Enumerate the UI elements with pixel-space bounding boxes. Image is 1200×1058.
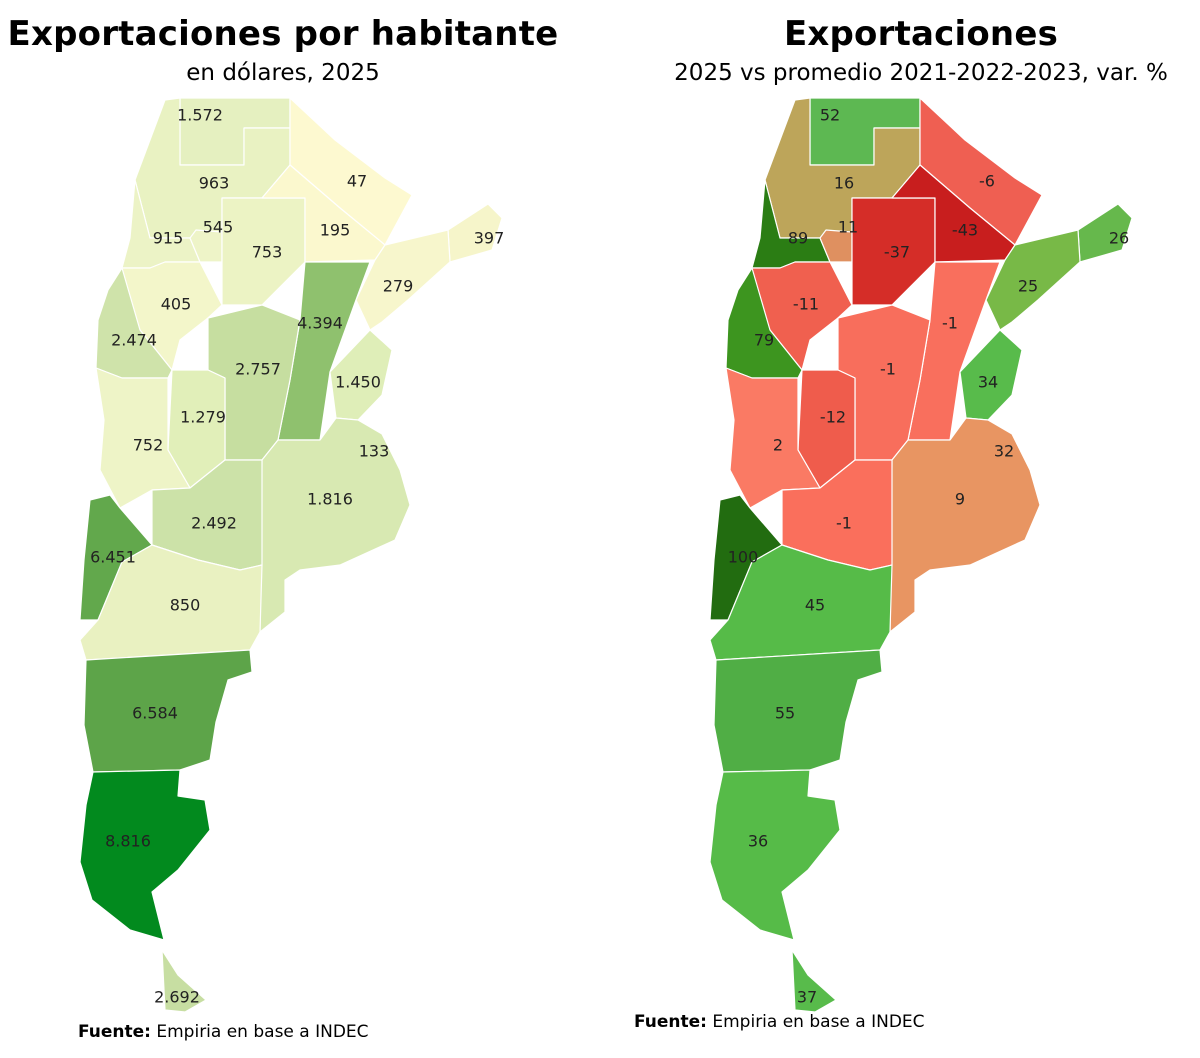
right-province-rio-negro <box>709 544 893 661</box>
left-value-label-santa-fe: 4.394 <box>297 314 343 333</box>
left-value-label-neuquen: 6.451 <box>90 548 136 567</box>
left-value-label-mendoza: 752 <box>133 436 164 455</box>
left-value-label-chubut: 6.584 <box>132 704 178 723</box>
right-value-label-cordoba: -1 <box>880 360 896 379</box>
right-source-text: Empiria en base a INDEC <box>712 1012 925 1032</box>
left-value-label-la-pampa: 2.492 <box>191 514 237 533</box>
right-value-label-san-juan: 79 <box>754 331 774 350</box>
left-value-label-tucuman: 545 <box>203 218 234 237</box>
right-map-regions <box>709 97 1133 1013</box>
right-value-label-rio-negro: 45 <box>805 596 825 615</box>
right-value-label-jujuy: 52 <box>820 106 840 125</box>
right-province-santa-cruz <box>709 769 841 941</box>
right-value-label-entre-rios: 34 <box>978 373 998 392</box>
right-value-label-catamarca: 89 <box>788 229 808 248</box>
right-value-label-la-rioja: -11 <box>793 295 819 314</box>
left-value-label-entre-rios: 1.450 <box>335 373 381 392</box>
right-province-tierra-del-fuego <box>791 949 837 1013</box>
left-province-corrientes <box>355 229 451 331</box>
left-value-label-misiones: 397 <box>474 229 505 248</box>
right-source-note: Fuente: Empiria en base a INDEC <box>634 1012 925 1032</box>
right-map-labels: 52 16 -6 26 89 11 -37 -43 -11 25 -1 79 -1 34 -12 2 32 9 -1… <box>728 106 1129 1007</box>
right-map-subtitle: 2025 vs promedio 2021-2022-2023, var. % <box>674 60 1168 86</box>
right-value-label-caba: 32 <box>994 442 1014 461</box>
right-value-label-chubut: 55 <box>775 704 795 723</box>
left-value-label-buenos-aires: 1.816 <box>307 490 353 509</box>
left-source-note: Fuente: Empiria en base a INDEC <box>78 1022 369 1042</box>
right-value-label-buenos-aires: 9 <box>955 490 965 509</box>
right-map-title: Exportaciones <box>783 14 1059 54</box>
right-value-label-santiago-del-estero: -37 <box>884 243 910 262</box>
left-value-label-chaco: 195 <box>320 221 351 240</box>
right-province-buenos-aires <box>889 417 1041 633</box>
right-source-label: Fuente: <box>634 1012 707 1032</box>
left-value-label-santiago-del-estero: 753 <box>252 243 283 262</box>
left-value-label-corrientes: 279 <box>383 277 414 296</box>
left-province-buenos-aires <box>259 417 411 633</box>
right-value-label-la-pampa: -1 <box>836 514 852 533</box>
left-source-text: Empiria en base a INDEC <box>156 1022 369 1042</box>
left-value-label-formosa: 47 <box>347 172 367 191</box>
left-value-label-caba: 133 <box>359 442 390 461</box>
right-value-label-tierra-del-fuego: 37 <box>797 988 817 1007</box>
left-value-label-catamarca: 915 <box>153 229 184 248</box>
right-value-label-chaco: -43 <box>952 221 978 240</box>
right-value-label-san-luis: -12 <box>820 408 846 427</box>
right-value-label-mendoza: 2 <box>773 436 783 455</box>
left-source-label: Fuente: <box>78 1022 151 1042</box>
right-value-label-neuquen: 100 <box>728 548 759 567</box>
right-value-label-tucuman: 11 <box>838 218 858 237</box>
right-value-label-formosa: -6 <box>979 172 995 191</box>
left-value-label-rio-negro: 850 <box>170 596 201 615</box>
left-province-tierra-del-fuego <box>161 949 207 1013</box>
right-value-label-salta: 16 <box>834 174 854 193</box>
left-value-label-san-luis: 1.279 <box>180 408 226 427</box>
left-province-santa-cruz <box>79 769 211 941</box>
left-value-label-santa-cruz: 8.816 <box>105 832 151 851</box>
left-value-label-cordoba: 2.757 <box>235 360 281 379</box>
right-province-chubut <box>713 649 883 773</box>
left-province-rio-negro <box>79 544 263 661</box>
left-choropleth-map: 1.572 963 47 397 915 545 753 195 405 279 4.394 2.47… <box>79 97 504 1013</box>
left-map-regions <box>79 97 503 1013</box>
left-map-labels: 1.572 963 47 397 915 545 753 195 405 279 4.394 2.47… <box>90 106 504 1007</box>
left-province-chubut <box>83 649 253 773</box>
left-value-label-tierra-del-fuego: 2.692 <box>154 988 200 1007</box>
left-value-label-salta: 963 <box>199 174 230 193</box>
right-value-label-santa-fe: -1 <box>942 314 958 333</box>
left-value-label-jujuy: 1.572 <box>177 106 223 125</box>
left-map-subtitle: en dólares, 2025 <box>186 60 380 86</box>
left-value-label-la-rioja: 405 <box>161 295 192 314</box>
left-value-label-san-juan: 2.474 <box>111 331 157 350</box>
right-province-corrientes <box>985 229 1081 331</box>
left-map-title: Exportaciones por habitante <box>7 14 559 54</box>
right-value-label-santa-cruz: 36 <box>748 832 768 851</box>
right-value-label-corrientes: 25 <box>1018 277 1038 296</box>
right-value-label-misiones: 26 <box>1109 229 1129 248</box>
